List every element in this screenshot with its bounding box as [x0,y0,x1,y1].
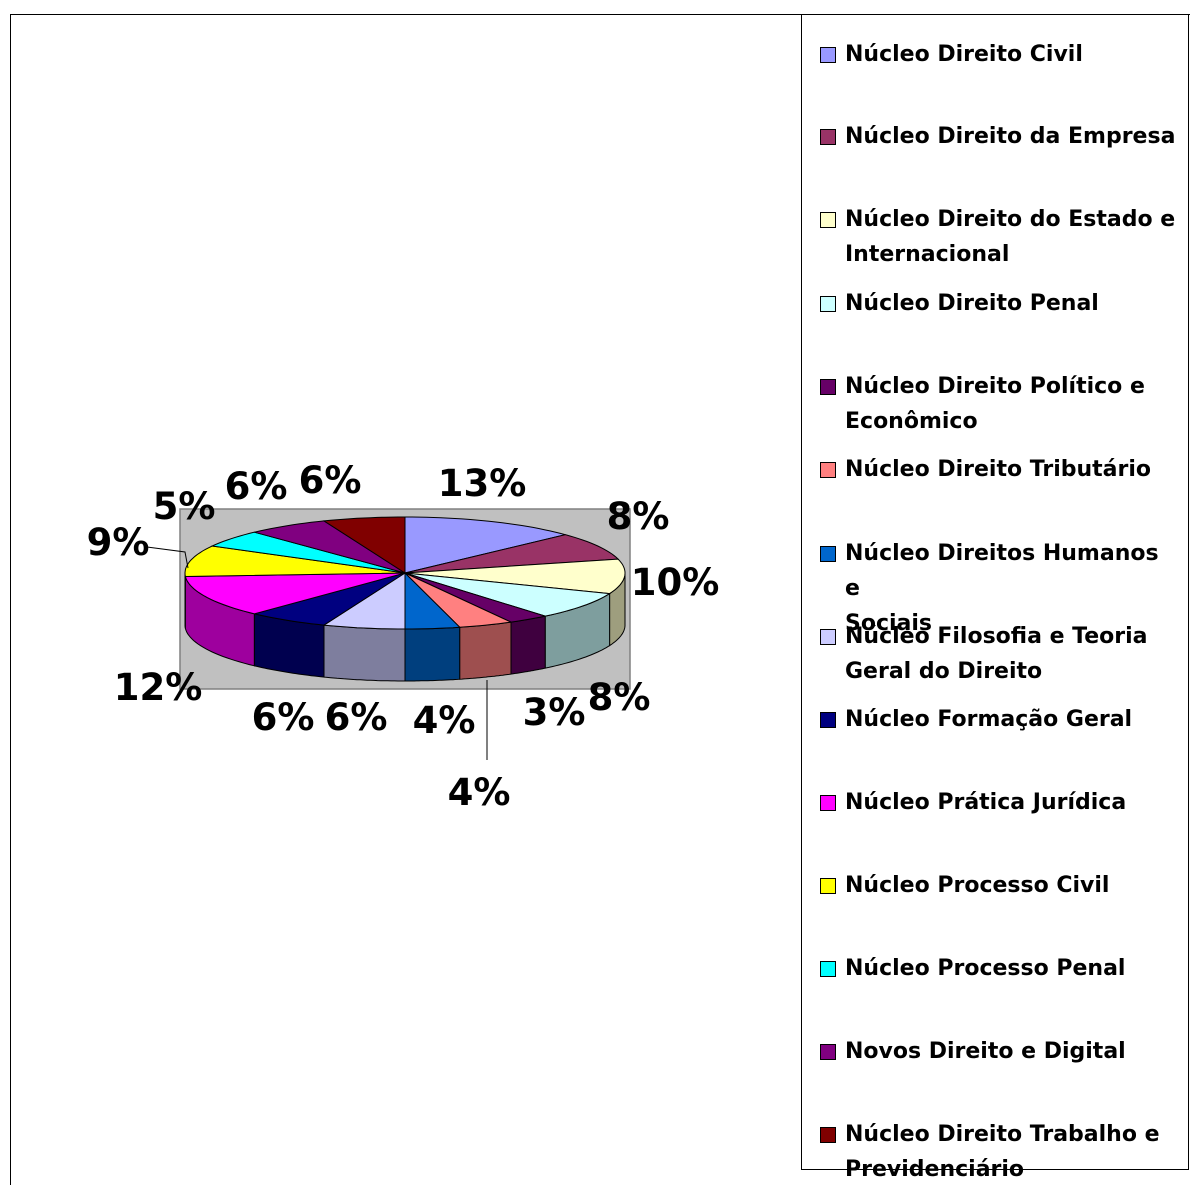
legend-label-line: Núcleo Prática Jurídica [845,785,1180,820]
legend-label-line: Previdenciário [845,1152,1180,1187]
pie-label-12: 5% [153,485,216,528]
pie-label-9: 6% [252,696,315,739]
legend-label-line: Núcleo Formação Geral [845,702,1180,737]
legend-label-line: Núcleo Direitos Humanos e [845,536,1180,606]
legend-swatch [820,629,836,645]
legend-label: Núcleo Direito Civil [820,37,1180,72]
legend-swatch [820,212,836,228]
legend-swatch [820,546,836,562]
legend-swatch [820,712,836,728]
pie-label-3: 10% [631,561,720,604]
pie-slice-side-5 [511,616,545,674]
legend-label-line: Núcleo Direito Político e [845,369,1180,404]
pie-label-4: 8% [588,676,651,719]
legend-label: Núcleo Formação Geral [820,702,1180,737]
pie-label-11: 9% [87,521,150,564]
legend-swatch [820,1127,836,1143]
legend-swatch [820,47,836,63]
legend-item: Núcleo Processo Civil [820,868,1180,903]
legend-item: Núcleo Direito da Empresa [820,119,1180,154]
legend-label: Núcleo Prática Jurídica [820,785,1180,820]
pie-label-2: 8% [607,495,670,538]
legend-label-line: Núcleo Direito Tributário [845,452,1180,487]
legend-label-line: Econômico [845,404,1180,439]
pie-chart: 13%8%10%8%3%4%4%6%6%12%9%5%6%6% [0,0,800,1185]
legend-swatch [820,379,836,395]
legend-label-line: Núcleo Direito Trabalho e [845,1117,1180,1152]
pie-slice-side-8 [324,625,405,681]
legend-label-line: Núcleo Processo Civil [845,868,1180,903]
pie-slice-side-6 [460,622,511,679]
legend-label-line: Núcleo Direito da Empresa [845,119,1180,154]
legend-label-line: Núcleo Direito Penal [845,286,1180,321]
legend-label: Núcleo Direito da Empresa [820,119,1180,154]
legend-label: Núcleo Processo Civil [820,868,1180,903]
legend: Núcleo Direito Civil Núcleo Direito da Em… [801,14,1189,1170]
legend-label-line: Internacional [845,237,1180,272]
legend-item: Núcleo Direito Penal [820,286,1180,321]
legend-item: Núcleo Direito Civil [820,37,1180,72]
legend-item: Núcleo Prática Jurídica [820,785,1180,820]
legend-label: Núcleo Processo Penal [820,951,1180,986]
pie-label-1: 13% [438,462,527,505]
legend-label-line: Geral do Direito [845,654,1180,689]
pie-label-7: 4% [413,699,476,742]
pie-slice-side-7 [405,627,460,681]
legend-item: Novos Direito e Digital [820,1034,1180,1069]
legend-label: Novos Direito e Digital [820,1034,1180,1069]
legend-swatch [820,795,836,811]
pie-label-8: 6% [325,696,388,739]
legend-swatch [820,129,836,145]
legend-label-line: Núcleo Processo Penal [845,951,1180,986]
legend-item: Núcleo Formação Geral [820,702,1180,737]
pie-label-10: 12% [114,666,203,709]
legend-item: Núcleo Processo Penal [820,951,1180,986]
legend-label: Núcleo Direito Penal [820,286,1180,321]
legend-label-line: Núcleo Direito Civil [845,37,1180,72]
legend-label-line: Núcleo Filosofia e Teoria [845,619,1180,654]
legend-swatch [820,462,836,478]
legend-item: Núcleo Direito Tributário [820,452,1180,487]
legend-swatch [820,296,836,312]
legend-label: Núcleo Direito Tributário [820,452,1180,487]
legend-swatch [820,1044,836,1060]
legend-swatch [820,878,836,894]
pie-label-13: 6% [225,465,288,508]
legend-label-line: Núcleo Direito do Estado e [845,202,1180,237]
legend-label-line: Novos Direito e Digital [845,1034,1180,1069]
pie-label-14: 6% [299,459,362,502]
legend-swatch [820,961,836,977]
pie-label-6: 4% [448,771,511,814]
pie-label-5: 3% [523,691,586,734]
